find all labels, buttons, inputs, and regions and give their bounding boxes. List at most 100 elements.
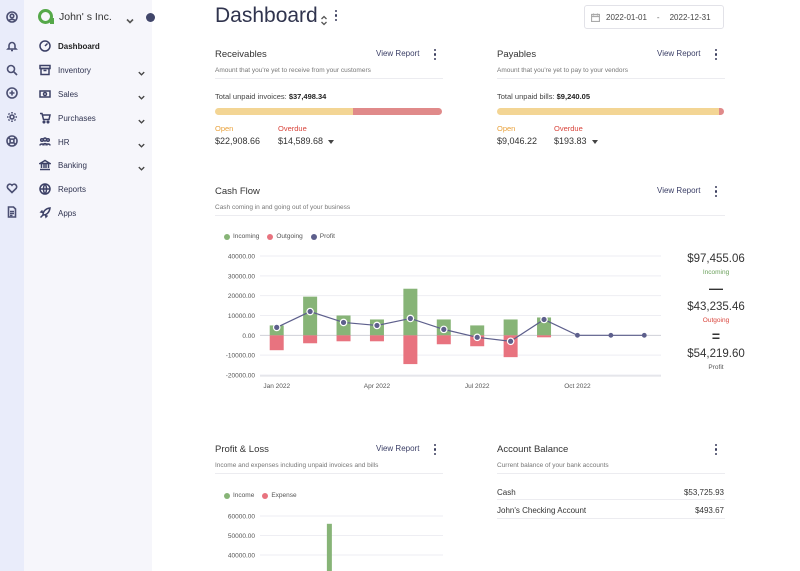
outgoing-total: $43,235.46 <box>687 301 745 313</box>
lifebuoy-icon[interactable] <box>3 132 21 150</box>
sidebar-item-reports[interactable]: Reports <box>38 180 146 198</box>
legend-item-income[interactable]: Income <box>224 492 254 499</box>
legend-label: Expense <box>271 492 297 499</box>
more-options-icon[interactable] <box>713 49 719 61</box>
document-icon[interactable] <box>3 203 21 221</box>
legend-label: Outgoing <box>276 233 303 240</box>
company-switcher[interactable]: John' s Inc. <box>38 9 112 24</box>
plus-icon[interactable] <box>3 84 21 102</box>
legend-item-incoming[interactable]: Incoming <box>224 233 259 240</box>
date-range-picker[interactable]: 2022-01-01 - 2022-12-31 <box>584 5 724 29</box>
receivables-view-report-link[interactable]: View Report <box>376 49 420 58</box>
y-tick-label: 0.00 <box>242 333 255 340</box>
chevron-down-icon[interactable] <box>125 13 135 31</box>
chevron-down-icon[interactable] <box>137 137 146 155</box>
profit-line <box>276 310 645 342</box>
incoming-total: $97,455.06 <box>687 253 745 265</box>
sidebar-item-inventory[interactable]: Inventory <box>38 61 146 79</box>
money-icon <box>38 88 51 101</box>
gauge-icon <box>38 40 51 53</box>
profit-point <box>540 315 548 324</box>
sort-icon[interactable] <box>320 13 328 31</box>
sidebar-item-label: Sales <box>58 89 79 99</box>
company-name: John' s Inc. <box>59 10 112 23</box>
legend-item-expense[interactable]: Expense <box>262 492 297 499</box>
cashflow-view-report-link[interactable]: View Report <box>657 186 701 195</box>
heart-icon[interactable] <box>3 179 21 197</box>
date-to[interactable]: 2022-12-31 <box>669 12 711 22</box>
chevron-down-icon[interactable] <box>137 89 146 107</box>
cashflow-subtitle: Cash coming in and going out of your bus… <box>215 204 351 211</box>
minus-sign: — <box>709 280 723 296</box>
sidebar-item-hr[interactable]: HR <box>38 133 146 151</box>
x-tick-label: Jul 2022 <box>465 383 490 390</box>
payables-title: Payables <box>497 49 537 60</box>
bell-icon[interactable] <box>3 37 21 55</box>
chevron-down-icon[interactable] <box>137 113 146 131</box>
receivables-open-value: $22,908.66 <box>215 136 261 146</box>
payables-total-label: Total unpaid bills: <box>497 92 555 101</box>
divider <box>497 473 725 474</box>
outgoing-caption: Outgoing <box>702 317 730 324</box>
divider <box>215 215 725 216</box>
payables-overdue-dropdown[interactable]: $193.83 <box>554 136 598 146</box>
notification-badge[interactable] <box>146 13 155 22</box>
calendar-icon <box>591 13 600 22</box>
sidebar-item-dashboard[interactable]: Dashboard <box>38 37 146 55</box>
x-tick-label: Oct 2022 <box>564 383 591 390</box>
y-tick-label: 40000.00 <box>228 553 255 560</box>
payables-open-label: Open <box>497 124 516 133</box>
legend-label: Incoming <box>233 233 260 240</box>
outgoing-bar <box>336 335 351 342</box>
payables-open-value: $9,046.22 <box>497 136 538 146</box>
sidebar-item-purchases[interactable]: Purchases <box>38 109 146 127</box>
box-icon <box>38 64 51 77</box>
user-icon[interactable] <box>3 8 21 26</box>
sidebar-item-sales[interactable]: Sales <box>38 85 146 103</box>
account-balance-subtitle: Current balance of your bank accounts <box>497 462 609 469</box>
profit-point <box>473 333 482 342</box>
incoming-caption: Incoming <box>702 269 730 276</box>
account-name: Cash <box>497 488 516 497</box>
payables-total: Total unpaid bills: $9,240.05 <box>497 92 590 101</box>
more-options-icon[interactable] <box>713 186 719 198</box>
legend-item-outgoing[interactable]: Outgoing <box>267 233 303 240</box>
payables-overdue-segment <box>719 108 724 115</box>
sidebar-item-apps[interactable]: Apps <box>38 204 146 222</box>
chevron-down-icon[interactable] <box>137 160 146 178</box>
sidebar: John' s Inc. Dashboard Inventory Sales P… <box>24 0 155 571</box>
date-separator: - <box>656 12 660 22</box>
profit-point <box>641 332 647 338</box>
date-from[interactable]: 2022-01-01 <box>606 12 647 22</box>
chevron-down-icon[interactable] <box>137 65 146 83</box>
more-options-icon[interactable] <box>333 10 339 22</box>
y-tick-label: 50000.00 <box>228 533 255 540</box>
payables-view-report-link[interactable]: View Report <box>657 49 701 58</box>
payables-overdue-value: $193.83 <box>554 136 587 146</box>
y-tick-label: 40000.00 <box>228 254 255 261</box>
more-options-icon[interactable] <box>432 49 438 61</box>
sidebar-item-label: Inventory <box>58 65 91 75</box>
more-options-icon[interactable] <box>432 444 438 456</box>
divider <box>215 78 443 79</box>
receivables-total: Total unpaid invoices: $37,498.34 <box>215 92 326 101</box>
legend-item-profit[interactable]: Profit <box>310 233 335 240</box>
payables-total-value: $9,240.05 <box>556 92 591 101</box>
y-tick-label: 10000.00 <box>228 313 255 320</box>
account-name: John's Checking Account <box>497 506 587 515</box>
sidebar-item-label: Dashboard <box>58 41 100 51</box>
search-icon[interactable] <box>3 61 21 79</box>
globe-icon <box>38 183 51 196</box>
team-icon <box>38 136 51 149</box>
receivables-overdue-dropdown[interactable]: $14,589.68 <box>278 136 335 146</box>
profit-loss-view-report-link[interactable]: View Report <box>376 444 420 453</box>
y-tick-label: -20000.00 <box>226 373 256 380</box>
profit-point <box>575 332 580 338</box>
receivables-overdue-segment <box>353 108 442 115</box>
profit-loss-legend: Income Expense <box>224 492 297 499</box>
more-options-icon[interactable] <box>713 444 719 456</box>
gear-icon[interactable] <box>3 108 21 126</box>
equals-sign: = <box>711 328 721 344</box>
sidebar-item-banking[interactable]: Banking <box>38 156 146 174</box>
cashflow-title: Cash Flow <box>215 186 260 197</box>
